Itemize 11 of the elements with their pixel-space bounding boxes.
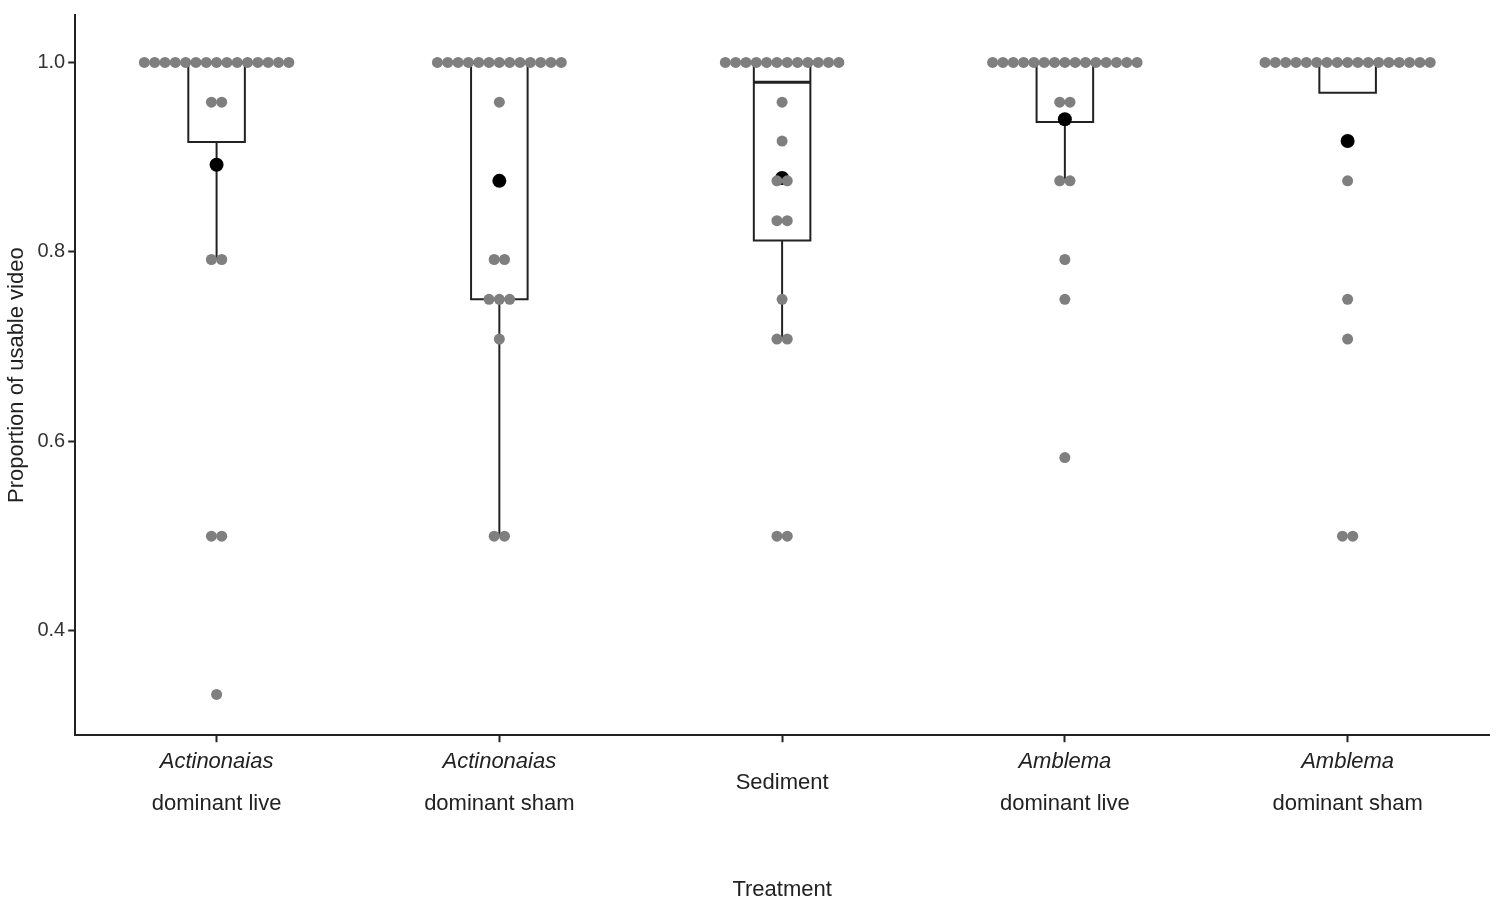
x-axis-title: Treatment (732, 875, 832, 901)
y-tick-label: 1.0 (37, 49, 66, 72)
x-tick-label: Amblema dominant live (1000, 748, 1130, 816)
x-tick-label: Sediment (735, 769, 829, 795)
x-tick-label: Actinonaias dominant sham (424, 748, 575, 816)
y-tick-label: 0.4 (37, 618, 66, 641)
x-tick-label: Amblema dominant sham (1272, 748, 1423, 816)
y-tick-label: 0.8 (37, 239, 66, 262)
x-tick-label: Actinonaias dominant live (151, 748, 282, 816)
y-axis-title: Proportion of usable video (3, 247, 29, 503)
y-tick-label: 0.6 (37, 428, 66, 451)
